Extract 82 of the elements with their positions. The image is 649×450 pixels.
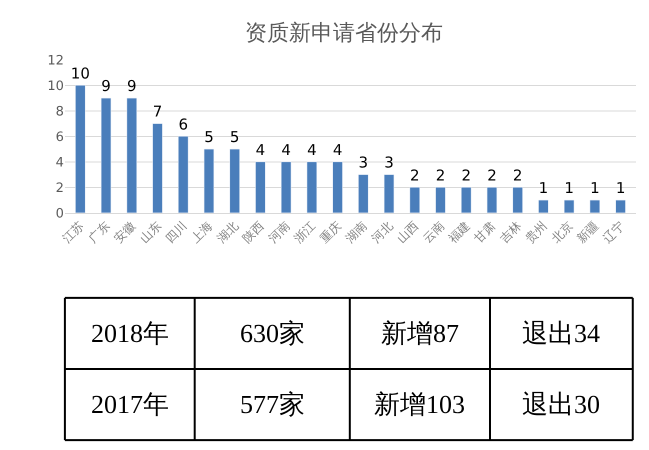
x-tick-label: 河北: [368, 218, 396, 246]
y-tick-label: 6: [56, 130, 64, 145]
bar: [152, 123, 163, 213]
x-tick-label: 辽宁: [600, 218, 627, 246]
data-label: 1: [590, 179, 600, 198]
y-tick-label: 0: [56, 206, 64, 222]
text: 577家: [240, 390, 305, 419]
x-tick-label: 山东: [137, 218, 164, 246]
y-tick-label: 2: [56, 180, 64, 196]
bar: [100, 98, 112, 213]
data-label: 5: [204, 128, 214, 146]
text: 退出30: [522, 390, 600, 419]
x-tick-label: 四川: [162, 218, 190, 246]
bar: [178, 136, 188, 213]
bar: [486, 187, 498, 213]
x-tick-label: 陕西: [240, 218, 267, 246]
data-label: 2: [410, 166, 420, 184]
data-label: 1: [564, 179, 574, 198]
bar: [590, 200, 600, 213]
x-tick-label: 江苏: [60, 218, 87, 246]
x-tick-label: 云南: [420, 218, 447, 246]
data-label: 3: [358, 154, 368, 172]
data-label: 2: [461, 166, 472, 184]
x-tick-label: 贵州: [522, 218, 550, 246]
y-tick-label: 4: [56, 155, 64, 170]
data-label: 6: [178, 115, 188, 134]
x-tick-label: 湖南: [342, 218, 370, 246]
bar: [126, 98, 137, 213]
bar: [358, 174, 368, 213]
bar: [435, 187, 446, 213]
bar: [230, 148, 240, 213]
y-tick-label: 10: [47, 78, 64, 94]
data-label: 2: [487, 166, 497, 184]
data-label: 4: [256, 140, 266, 159]
x-tick-label: 安徽: [111, 218, 138, 246]
bar: [538, 200, 549, 213]
x-tick-label: 北京: [548, 218, 576, 246]
bar: [306, 162, 318, 213]
text: 新增103: [374, 390, 465, 419]
text: 2017年: [91, 390, 169, 419]
x-tick-label: 上海: [188, 218, 216, 246]
x-tick-label: 河南: [266, 218, 293, 246]
bar: [564, 200, 574, 213]
data-label: 9: [127, 77, 137, 96]
x-tick-label: 湖北: [214, 218, 242, 246]
chart-title: 资质新申请省份分布: [245, 21, 443, 46]
bar: [204, 148, 214, 213]
data-label: 2: [512, 166, 522, 184]
data-label: 4: [332, 140, 342, 159]
bar: [75, 85, 86, 213]
data-label: 9: [101, 77, 111, 96]
x-tick-label: 甘肃: [471, 218, 498, 246]
data-label: 3: [384, 154, 394, 172]
bar: [512, 187, 523, 213]
y-tick-label: 12: [47, 53, 64, 68]
x-tick-label: 广东: [86, 218, 112, 246]
data-label: 10: [70, 64, 90, 82]
bar: [410, 187, 420, 213]
data-label: 2: [436, 166, 446, 184]
x-tick-label: 重庆: [317, 218, 344, 246]
x-tick-label: 山西: [394, 218, 422, 246]
x-tick-label: 福建: [446, 218, 473, 246]
text: 退出34: [522, 319, 600, 348]
text: 新增87: [381, 319, 459, 348]
x-tick-label: 浙江: [291, 218, 318, 246]
data-label: 1: [538, 179, 548, 198]
bar: [384, 174, 394, 213]
y-tick-label: 8: [56, 104, 64, 120]
bar: [461, 187, 472, 213]
data-label: 1: [616, 179, 626, 198]
data-label: 4: [281, 140, 291, 159]
bar: [332, 162, 343, 213]
bar: [255, 162, 266, 213]
data-label: 5: [230, 128, 240, 146]
data-label: 7: [152, 102, 162, 121]
bar: [281, 162, 292, 213]
data-label: 4: [307, 140, 317, 159]
x-tick-label: 新疆: [574, 218, 602, 246]
x-tick-label: 吉林: [497, 218, 524, 246]
text: 2018年: [91, 319, 169, 348]
text: 630家: [240, 319, 305, 348]
bar: [615, 200, 626, 213]
